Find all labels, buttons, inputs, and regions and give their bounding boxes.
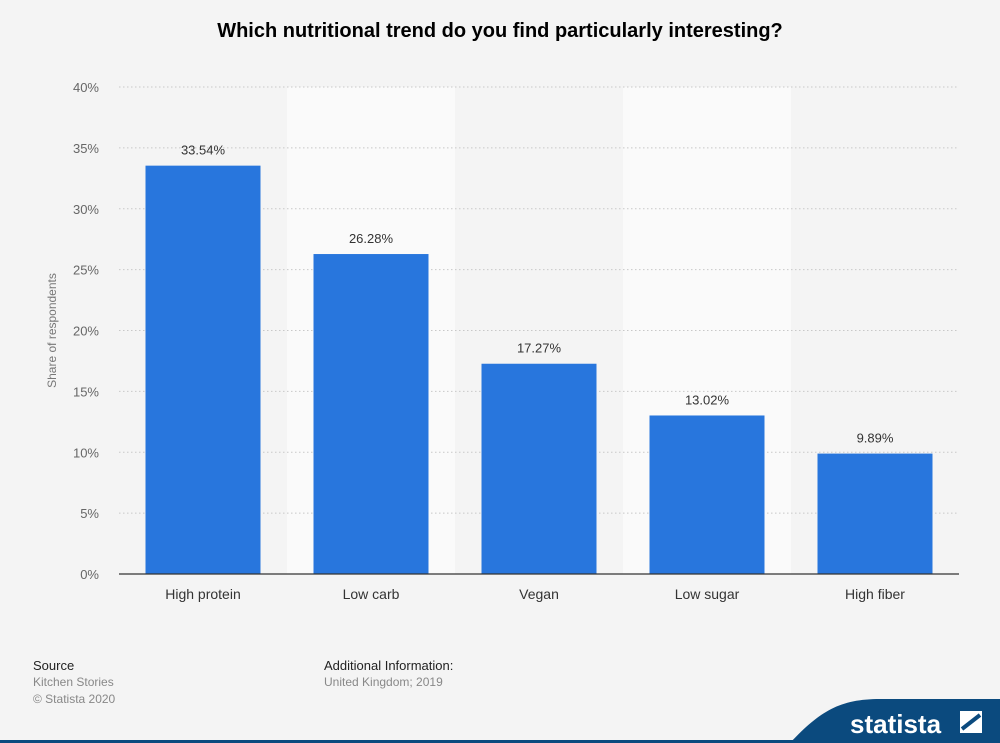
bottom-accent-line: [0, 740, 1000, 743]
y-tick-label: 5%: [80, 506, 99, 521]
bar-high-protein[interactable]: [145, 165, 261, 574]
y-tick-label: 10%: [73, 445, 99, 460]
y-axis-label: Share of respondents: [45, 273, 59, 388]
statista-wordmark: statista: [850, 709, 942, 739]
y-tick-label: 40%: [73, 80, 99, 95]
x-tick-label: Low sugar: [675, 586, 740, 602]
source-line-1: Kitchen Stories: [33, 675, 114, 689]
y-tick-label: 0%: [80, 567, 99, 582]
data-label: 17.27%: [517, 341, 562, 356]
y-tick-label: 25%: [73, 263, 99, 278]
chart-title: Which nutritional trend do you find part…: [217, 20, 783, 42]
bar-vegan[interactable]: [481, 363, 597, 574]
bar-high-fiber[interactable]: [817, 453, 933, 574]
y-tick-label: 35%: [73, 141, 99, 156]
data-label: 26.28%: [349, 231, 394, 246]
bar-low-carb[interactable]: [313, 254, 429, 574]
x-tick-label: Vegan: [519, 586, 559, 602]
statista-logo[interactable]: statista: [750, 671, 1000, 743]
x-tick-label: Low carb: [343, 586, 400, 602]
x-tick-label: High protein: [165, 586, 241, 602]
bar-chart: 0% 5% 10% 15% 20% 25% 30% 35% 40% 33.54% 26.28% 17…: [45, 80, 959, 602]
bar-low-sugar[interactable]: [649, 415, 765, 574]
additional-info-block: Additional Information: United Kingdom; …: [324, 657, 453, 691]
statista-mark-icon: [960, 711, 982, 733]
y-tick-label: 20%: [73, 324, 99, 339]
data-label: 13.02%: [685, 392, 730, 407]
source-heading: Source: [33, 658, 75, 673]
source-line-2: © Statista 2020: [33, 692, 116, 706]
y-tick-label: 15%: [73, 384, 99, 399]
source-block: Source Kitchen Stories © Statista 2020: [33, 657, 115, 708]
y-tick-label: 30%: [73, 202, 99, 217]
data-label: 9.89%: [857, 431, 894, 446]
data-label: 33.54%: [181, 143, 226, 158]
additional-info-heading: Additional Information:: [324, 658, 454, 673]
additional-info-line: United Kingdom; 2019: [324, 675, 443, 689]
x-tick-label: High fiber: [845, 586, 905, 602]
